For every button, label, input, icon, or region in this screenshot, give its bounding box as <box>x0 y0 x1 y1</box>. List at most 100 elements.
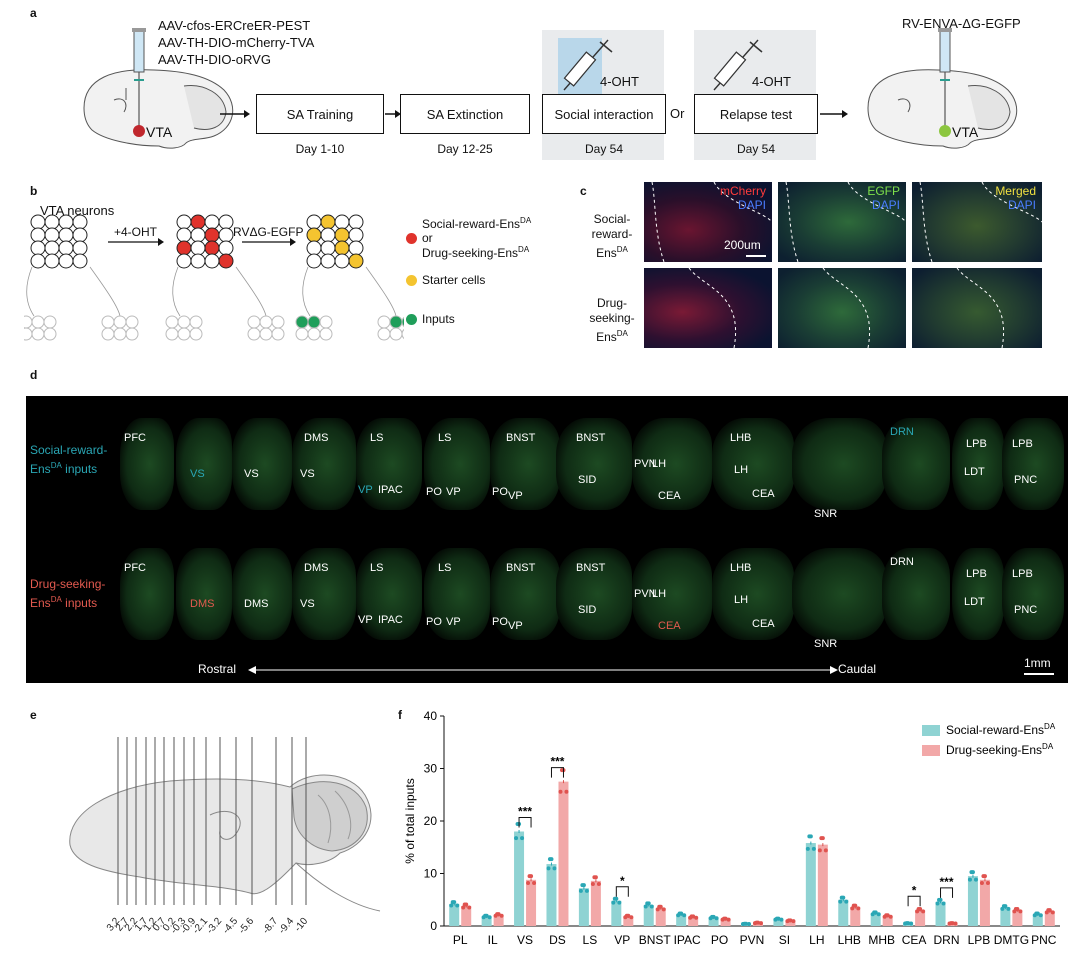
neuron-0-3,0 <box>30 253 46 269</box>
region-label-2-13: VP <box>508 620 523 632</box>
legend-swatch-1 <box>922 745 940 756</box>
data-point <box>1013 906 1018 911</box>
region-label-2-2: DMS <box>244 598 269 610</box>
neuron-1-2,0 <box>176 240 192 256</box>
input-cell <box>125 315 139 329</box>
brain-sagittal-diagram: 3.22.72.21.71.20.70.2-0.3-0.9-2.1-3.2-4.… <box>69 737 381 935</box>
neuron-1-2,1 <box>190 240 206 256</box>
step-social-interaction: Social interaction <box>542 94 666 134</box>
neuron-2-1,3 <box>348 227 364 243</box>
day-sa-training: Day 1-10 <box>295 142 345 156</box>
micrograph-merged-drug <box>912 268 1042 348</box>
neuron-2-2,1 <box>320 240 336 256</box>
region-label-2-25: LDT <box>964 596 985 608</box>
bar-PO-drug <box>720 919 731 926</box>
region-label-2-7: IPAC <box>378 614 403 626</box>
svg-text:***: *** <box>940 875 954 889</box>
data-point <box>1050 910 1055 915</box>
data-point <box>526 881 531 886</box>
row2-label-d: Drug-seeking- EnsDA inputs <box>30 577 106 610</box>
x-tick-label: LPB <box>968 933 991 947</box>
x-tick-label: DS <box>549 933 566 947</box>
data-point <box>819 836 824 841</box>
legend-label-1: Drug-seeking-EnsDA <box>946 742 1054 757</box>
data-point <box>979 881 984 886</box>
data-point <box>462 902 467 907</box>
data-point <box>904 921 909 926</box>
bar-LS-social <box>578 888 589 926</box>
neuron-2-0,2 <box>334 214 350 230</box>
region-label-2-10: VP <box>446 616 461 628</box>
neuron-2-3,0 <box>306 253 322 269</box>
neuron-0-2,3 <box>72 240 88 256</box>
neuron-1-1,0 <box>176 227 192 243</box>
neuron-2-1,1 <box>320 227 336 243</box>
region-label-1-22: SNR <box>814 508 838 520</box>
coord-label: -3.2 <box>205 916 225 935</box>
bar-PO-social <box>708 917 719 926</box>
rostral-label: Rostral <box>198 662 237 676</box>
coord-label: -5.6 <box>237 916 257 935</box>
step-sa-training: SA Training <box>256 94 384 134</box>
input-cell <box>125 327 139 341</box>
region-label-1-25: LDT <box>964 466 985 478</box>
y-tick-label: 30 <box>424 762 438 776</box>
y-tick-label: 40 <box>424 709 438 723</box>
row2-label: Drug-seeking-EnsDA <box>589 296 635 344</box>
region-label-1-9: PO <box>426 486 442 498</box>
micrograph-egfp-social: EGFP DAPI <box>778 182 906 262</box>
bar-IL-social <box>481 916 492 926</box>
data-point <box>483 913 488 918</box>
input-cell <box>101 327 115 341</box>
projection-line <box>365 266 397 317</box>
micrograph-egfp-drug <box>778 268 906 348</box>
oht-label-1: 4-OHT <box>600 74 639 89</box>
brain-section-1-6 <box>424 418 490 510</box>
neuron-0-1,0 <box>30 227 46 243</box>
brain-right-illustration <box>867 28 1018 149</box>
region-label-1-7: IPAC <box>378 484 403 496</box>
neuron-2-3,3 <box>348 253 364 269</box>
data-point <box>722 916 727 921</box>
data-point <box>981 874 986 879</box>
brain-section-2-1 <box>120 548 174 640</box>
neuron-1-1,3 <box>218 227 234 243</box>
y-axis-label: % of total inputs <box>403 778 417 863</box>
data-point <box>876 912 881 917</box>
caudal-label: Caudal <box>838 662 877 676</box>
brain-section-2-8 <box>556 548 632 640</box>
data-point <box>742 921 747 926</box>
legend-red-text-2: Drug-seeking-EnsDA <box>422 245 530 260</box>
brain-section-1-3 <box>232 418 292 510</box>
input-cell <box>189 315 203 329</box>
brain-section-2-10 <box>712 548 794 640</box>
region-label-2-4: VS <box>300 598 315 610</box>
bar-DMTG-drug <box>1012 910 1023 926</box>
data-point <box>872 910 877 915</box>
data-point <box>909 921 914 926</box>
brain-section-2-3 <box>232 548 292 640</box>
data-point <box>851 903 856 908</box>
arrow-2 <box>385 110 401 118</box>
input-cell <box>31 315 45 329</box>
neuron-1-1,2 <box>204 227 220 243</box>
input-fraction-bar-chart: 0 10 20 30 40 % of total inputs PL IL VS DS LS VP BN… <box>403 709 1060 947</box>
data-point <box>611 900 616 905</box>
brain-section-2-6 <box>424 548 490 640</box>
input-cell <box>113 315 127 329</box>
x-tick-label: VP <box>614 933 630 947</box>
panel-b-label: b <box>30 184 38 198</box>
bar-BNST-social <box>643 905 654 926</box>
data-point <box>629 915 634 920</box>
x-tick-label: VS <box>517 933 533 947</box>
y-tick-label: 10 <box>424 867 438 881</box>
micrograph-mcherry-drug <box>644 268 772 348</box>
coord-label: -8.7 <box>261 916 281 935</box>
neuron-0-3,3 <box>72 253 88 269</box>
input-cell <box>307 327 321 341</box>
x-tick-label: LH <box>809 933 824 947</box>
x-tick-label: LHB <box>838 933 861 947</box>
micrograph-merged-social: Merged DAPI <box>912 182 1042 262</box>
region-label-2-5: LS <box>370 562 384 574</box>
region-label-1-26: LPB <box>1012 438 1033 450</box>
